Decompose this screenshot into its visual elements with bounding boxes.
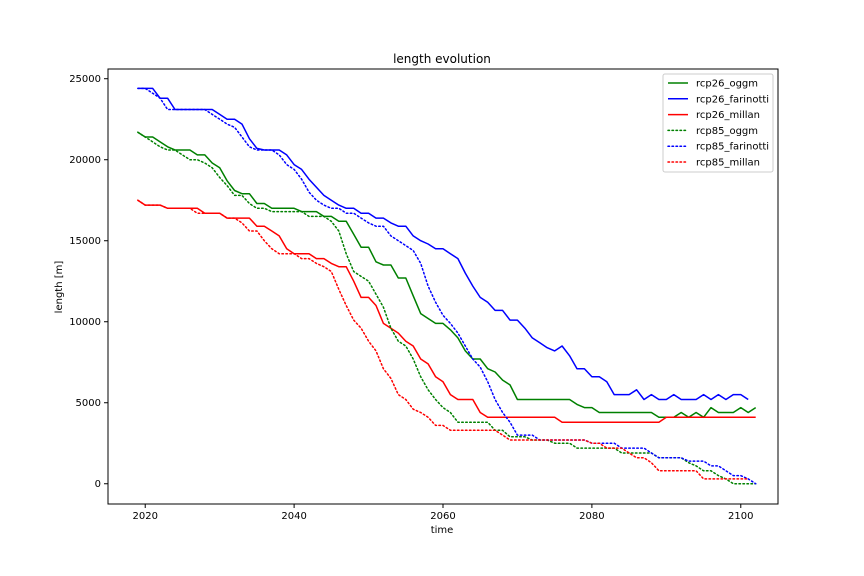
series-layer [137,87,757,485]
x-axis-label: time [431,525,454,536]
x-tick-label: 2080 [579,511,604,522]
legend-box [662,73,774,173]
legend-label: rcp85_millan [696,158,760,169]
y-axis: 0 5000 10000 15000 20000 25000 [69,74,108,490]
y-tick-label: 20000 [69,155,101,166]
x-tick-label: 2020 [132,511,157,522]
y-axis-label: length [m] [54,261,65,314]
y-tick-label: 10000 [69,317,101,328]
series-line-rcp85-millan [137,199,749,480]
x-tick-label: 2100 [728,511,753,522]
legend-label: rcp85_oggm [696,126,758,137]
y-tick-label: 5000 [76,398,101,409]
series-line-rcp26-farinotti [137,87,749,401]
legend: rcp26_oggm rcp26_farinotti rcp26_millanrcp… [662,73,774,173]
legend-label: rcp85_farinotti [696,142,769,153]
chart-title: length evolution [393,52,491,66]
series-line-rcp26-millan [137,199,756,423]
x-tick-label: 2060 [430,511,455,522]
legend-label: rcp26_farinotti [696,94,769,105]
x-axis: 2020 2040 2060 2080 2100 [132,504,754,522]
plot-area [107,68,779,505]
y-tick-label: 0 [95,479,101,490]
legend-label: rcp26_oggm [696,79,758,90]
y-tick-label: 15000 [69,236,101,247]
series-line-rcp85-farinotti [137,87,757,485]
series-line-rcp26-oggm [137,131,757,419]
legend-label: rcp26_millan [696,110,760,121]
x-tick-label: 2040 [281,511,306,522]
y-tick-label: 25000 [69,74,101,85]
